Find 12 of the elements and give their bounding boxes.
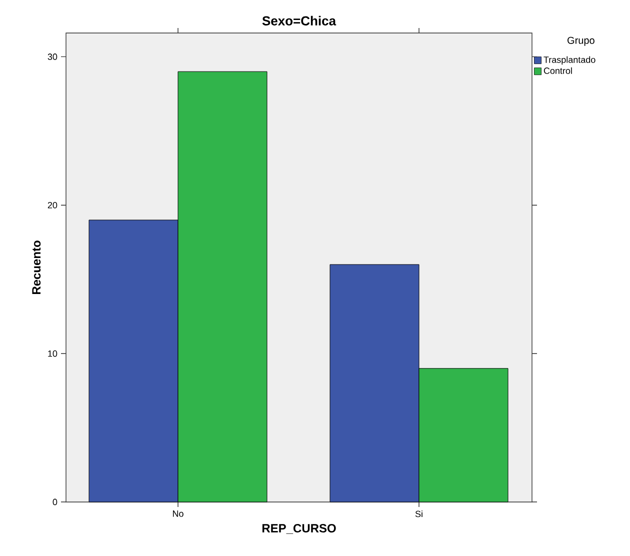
y-tick-label: 10 (48, 350, 58, 357)
x-tick-label: Si (415, 510, 422, 518)
y-tick-label: 0 (52, 498, 58, 506)
legend-label: Control (544, 67, 572, 74)
y-tick-label: 20 (48, 202, 58, 208)
legend-title: Grupo (568, 36, 594, 46)
chart-title: Sexo=Chica (262, 16, 336, 26)
y-tick-label: 30 (48, 54, 58, 60)
x-axis-title: REP_CURSO (262, 524, 336, 534)
x-tick-label: No (172, 510, 184, 517)
legend-label: Trasplantado (544, 56, 596, 65)
y-axis-title: Recuento (32, 240, 41, 294)
